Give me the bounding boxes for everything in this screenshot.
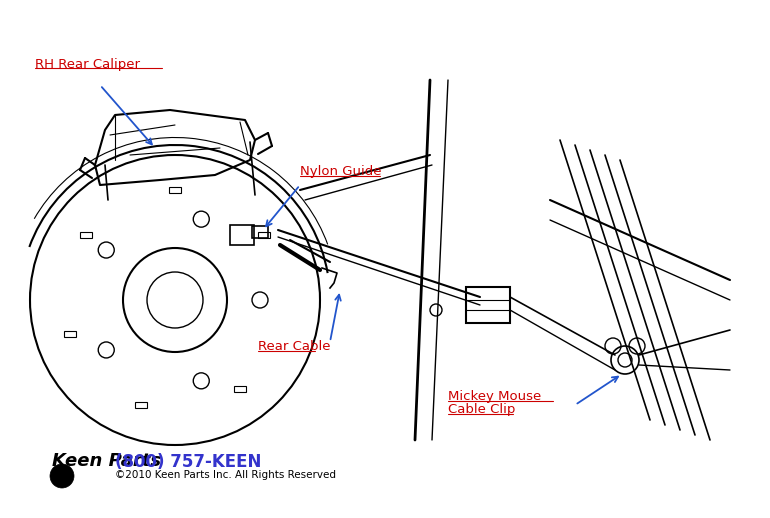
Text: RH Rear Caliper: RH Rear Caliper xyxy=(35,58,140,71)
Text: Nylon Guide: Nylon Guide xyxy=(300,165,381,178)
Text: Rear Cable: Rear Cable xyxy=(258,340,330,353)
Text: Mickey Mouse: Mickey Mouse xyxy=(448,390,541,403)
Text: (800) 757-KEEN: (800) 757-KEEN xyxy=(115,453,261,471)
Circle shape xyxy=(50,464,74,488)
Text: Cable Clip: Cable Clip xyxy=(448,403,515,416)
Text: Keen Parts: Keen Parts xyxy=(52,452,161,470)
Text: ©2010 Keen Parts Inc. All Rights Reserved: ©2010 Keen Parts Inc. All Rights Reserve… xyxy=(115,470,336,480)
